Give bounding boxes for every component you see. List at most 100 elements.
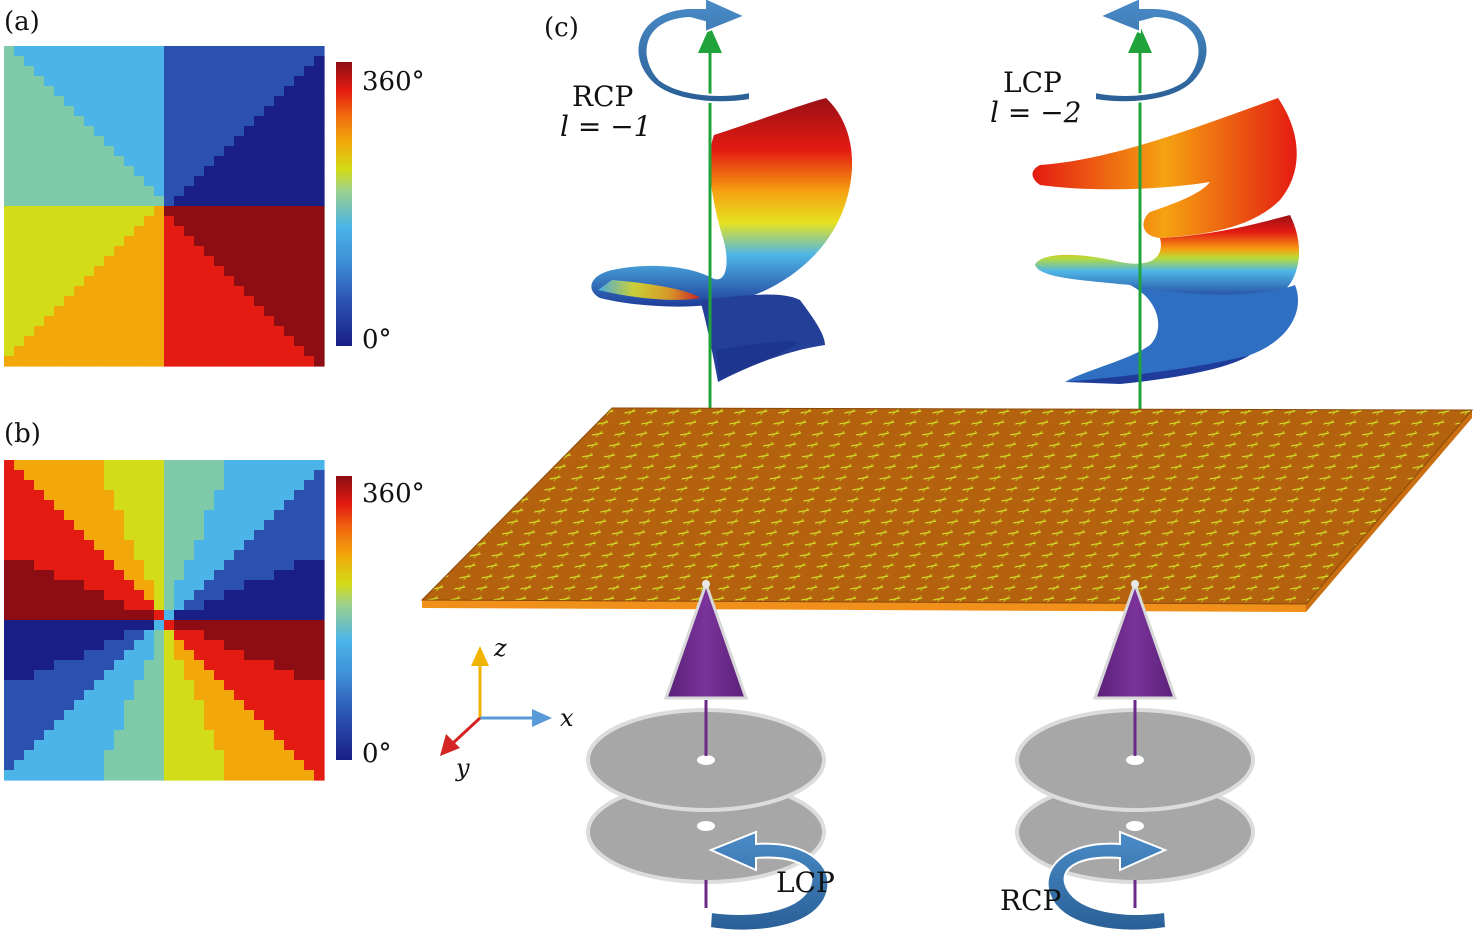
phase-pixel	[274, 610, 285, 621]
phase-pixel	[84, 740, 95, 751]
phase-pixel	[184, 470, 195, 481]
phase-pixel	[14, 620, 25, 631]
phase-pixel	[304, 336, 315, 347]
phase-pixel	[214, 346, 225, 357]
phase-pixel	[304, 460, 315, 471]
phase-pixel	[264, 76, 275, 87]
phase-pixel	[134, 86, 145, 97]
phase-pixel	[234, 510, 245, 521]
phase-pixel	[94, 520, 105, 531]
phase-pixel	[194, 226, 205, 237]
phase-pixel	[284, 590, 295, 601]
phase-pixel	[184, 156, 195, 167]
phase-pixel	[84, 710, 95, 721]
input-cone-left-tip	[702, 580, 710, 588]
phase-pixel	[54, 336, 65, 347]
phase-pixel	[214, 740, 225, 751]
phase-pixel	[114, 46, 125, 57]
phase-pixel	[94, 346, 105, 357]
phase-pixel	[194, 670, 205, 681]
phase-pixel	[144, 710, 155, 721]
phase-pixel	[4, 156, 15, 167]
phase-pixel	[114, 610, 125, 621]
phase-pixel	[194, 550, 205, 561]
phase-pixel	[304, 316, 315, 327]
phase-pixel	[234, 540, 245, 551]
phase-pixel	[44, 226, 55, 237]
phase-pixel	[114, 670, 125, 681]
phase-pixel	[94, 770, 105, 781]
phase-pixel	[14, 710, 25, 721]
phase-pixel	[294, 660, 305, 671]
phase-pixel	[104, 106, 115, 117]
phase-pixel	[4, 296, 15, 307]
phase-pixel	[34, 106, 45, 117]
phase-pixel	[224, 196, 235, 207]
phase-pixel	[74, 296, 85, 307]
phase-pixel	[34, 346, 45, 357]
phase-pixel	[304, 530, 315, 541]
phase-pixel	[64, 740, 75, 751]
phase-pixel	[214, 520, 225, 531]
phase-pixel	[154, 650, 165, 661]
phase-pixel	[94, 296, 105, 307]
phase-pixel	[144, 740, 155, 751]
phase-pixel	[94, 76, 105, 87]
phase-pixel	[104, 176, 115, 187]
phase-pixel	[84, 316, 95, 327]
phase-pixel	[224, 460, 235, 471]
phase-pixel	[14, 660, 25, 671]
phase-pixel	[264, 680, 275, 691]
phase-pixel	[84, 296, 95, 307]
phase-pixel	[224, 116, 235, 127]
phase-pixel	[64, 460, 75, 471]
phase-pixel	[4, 216, 15, 227]
phase-pixel	[254, 196, 265, 207]
phase-pixel	[124, 156, 135, 167]
phase-pixel	[304, 580, 315, 591]
phase-pixel	[164, 640, 175, 651]
phase-pixel	[124, 700, 135, 711]
phase-pixel	[134, 660, 145, 671]
phase-pixel	[314, 730, 325, 741]
phase-pixel	[244, 610, 255, 621]
phase-pixel	[254, 356, 265, 367]
phase-pixel	[44, 146, 55, 157]
phase-pixel	[154, 196, 165, 207]
phase-pixel	[144, 266, 155, 277]
phase-pixel	[214, 480, 225, 491]
phase-pixel	[194, 326, 205, 337]
phase-pixel	[64, 560, 75, 571]
phase-pixel	[94, 630, 105, 641]
phase-pixel	[284, 346, 295, 357]
phase-pixel	[304, 720, 315, 731]
phase-pixel	[64, 620, 75, 631]
phase-pixel	[174, 156, 185, 167]
phase-pixel	[244, 540, 255, 551]
right-input-polarization: RCP	[1000, 884, 1061, 917]
phase-pixel	[264, 266, 275, 277]
phase-pixel	[164, 580, 175, 591]
phase-pixel	[304, 560, 315, 571]
phase-pixel	[204, 186, 215, 197]
phase-pixel	[174, 266, 185, 277]
phase-pixel	[304, 236, 315, 247]
phase-pixel	[234, 530, 245, 541]
phase-pixel	[84, 480, 95, 491]
phase-pixel	[214, 246, 225, 257]
phase-pixel	[84, 96, 95, 107]
phase-pixel	[124, 600, 135, 611]
phase-pixel	[254, 530, 265, 541]
phase-pixel	[124, 460, 135, 471]
phase-pixel	[114, 700, 125, 711]
phase-pixel	[254, 620, 265, 631]
phase-pixel	[174, 490, 185, 501]
phase-pixel	[84, 520, 95, 531]
phase-pixel	[114, 306, 125, 317]
phase-pixel	[314, 660, 325, 671]
phase-pixel	[124, 530, 135, 541]
phase-pixel	[134, 66, 145, 77]
phase-pixel	[4, 336, 15, 347]
phase-pixel	[84, 680, 95, 691]
phase-pixel	[44, 316, 55, 327]
